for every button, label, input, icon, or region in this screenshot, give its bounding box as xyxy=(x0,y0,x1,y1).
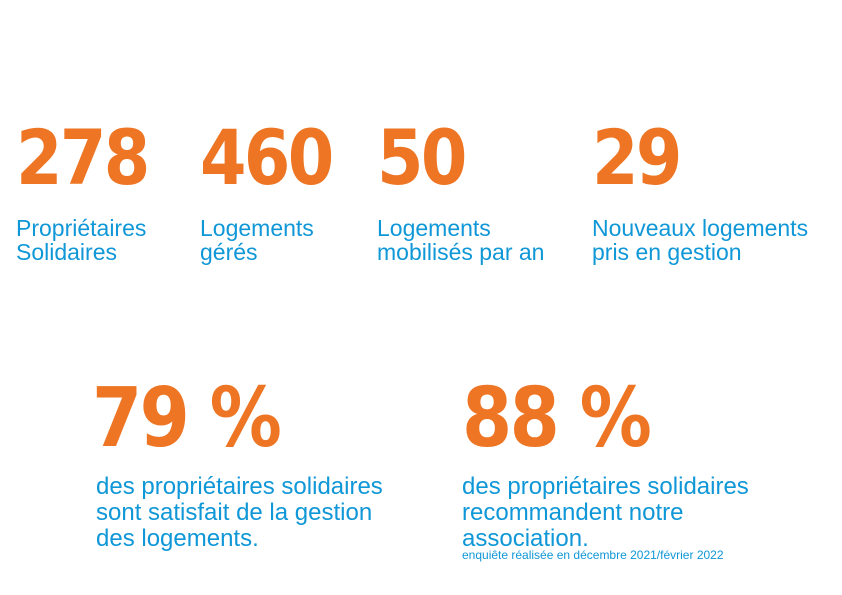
highlight-recommandation: 88 % des propriétaires solidaires recomm… xyxy=(462,378,749,552)
stat-label: Propriétaires Solidaires xyxy=(16,215,147,265)
highlight-label: des propriétaires solidaires recommanden… xyxy=(462,473,749,552)
highlight-value: 88 % xyxy=(462,371,652,466)
stat-value: 29 xyxy=(592,113,682,202)
stat-value: 50 xyxy=(377,113,467,202)
stat-label: Logements gérés xyxy=(200,215,314,265)
stat-label: Nouveaux logements pris en gestion xyxy=(592,215,809,265)
stat-logements-mobilises: 50 Logements mobilisés par an xyxy=(377,113,545,265)
stat-nouveaux-logements: 29 Nouveaux logements pris en gestion xyxy=(592,113,809,265)
highlight-satisfaction: 79 % des propriétaires solidaires sont s… xyxy=(92,378,383,552)
stat-label: Logements mobilisés par an xyxy=(377,215,545,265)
stat-proprietaires: 278 Propriétaires Solidaires xyxy=(16,113,166,265)
highlight-value: 79 % xyxy=(92,371,282,466)
stat-logements-geres: 460 Logements gérés xyxy=(200,113,350,265)
highlight-label: des propriétaires solidaires sont satisf… xyxy=(96,473,383,552)
survey-note: enquiête réalisée en décembre 2021/févri… xyxy=(462,548,724,562)
stat-value: 278 xyxy=(16,113,150,202)
stat-value: 460 xyxy=(200,113,334,202)
